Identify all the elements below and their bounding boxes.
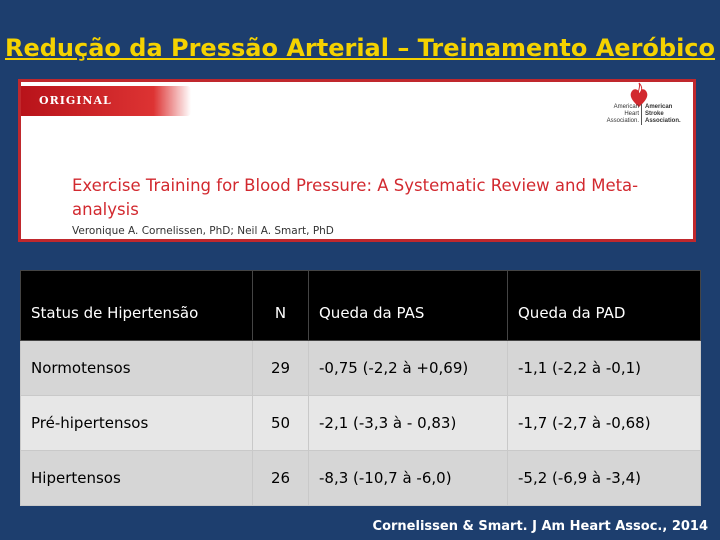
cell-pad: -5,2 (-6,9 à -3,4) <box>507 450 701 506</box>
cell-status: Normotensos <box>20 340 253 396</box>
cell-status: Hipertensos <box>20 450 253 506</box>
torch-heart-icon <box>630 82 648 107</box>
cell-pas: -8,3 (-10,7 à -6,0) <box>308 450 508 506</box>
paper-authors: Veronique A. Cornelissen, PhD; Neil A. S… <box>72 225 334 237</box>
header-n: N <box>252 270 309 341</box>
cell-status: Pré-hipertensos <box>20 395 253 451</box>
header-status: Status de Hipertensão <box>20 270 253 341</box>
header-pad: Queda da PAD <box>507 270 701 341</box>
citation: Cornelissen & Smart. J Am Heart Assoc., … <box>372 519 708 534</box>
results-table: Status de Hipertensão N Queda da PAS Que… <box>20 270 701 506</box>
paper-header-image: ORIGINAL RESEARCH American Heart Associa… <box>18 79 696 242</box>
original-research-badge: ORIGINAL RESEARCH <box>21 86 191 137</box>
aha-asa-logo: American Heart Association. American Str… <box>599 82 691 130</box>
cell-n: 50 <box>252 395 309 451</box>
cell-n: 29 <box>252 340 309 396</box>
header-pas: Queda da PAS <box>308 270 508 341</box>
cell-pad: -1,7 (-2,7 à -0,68) <box>507 395 701 451</box>
table-row: Pré-hipertensos 50 -2,1 (-3,3 à - 0,83) … <box>20 395 701 451</box>
cell-pad: -1,1 (-2,2 à -0,1) <box>507 340 701 396</box>
asa-name: American Stroke Association. <box>645 104 681 124</box>
paper-title: Exercise Training for Blood Pressure: A … <box>72 176 639 219</box>
table-row: Normotensos 29 -0,75 (-2,2 à +0,69) -1,1… <box>20 340 701 396</box>
aha-name: American Heart Association. <box>606 104 639 124</box>
cell-n: 26 <box>252 450 309 506</box>
table-row: Hipertensos 26 -8,3 (-10,7 à -6,0) -5,2 … <box>20 450 701 506</box>
slide-title: Redução da Pressão Arterial – Treinament… <box>4 34 716 62</box>
logo-divider <box>641 104 642 125</box>
cell-pas: -0,75 (-2,2 à +0,69) <box>308 340 508 396</box>
table-header-row: Status de Hipertensão N Queda da PAS Que… <box>20 270 701 341</box>
cell-pas: -2,1 (-3,3 à - 0,83) <box>308 395 508 451</box>
